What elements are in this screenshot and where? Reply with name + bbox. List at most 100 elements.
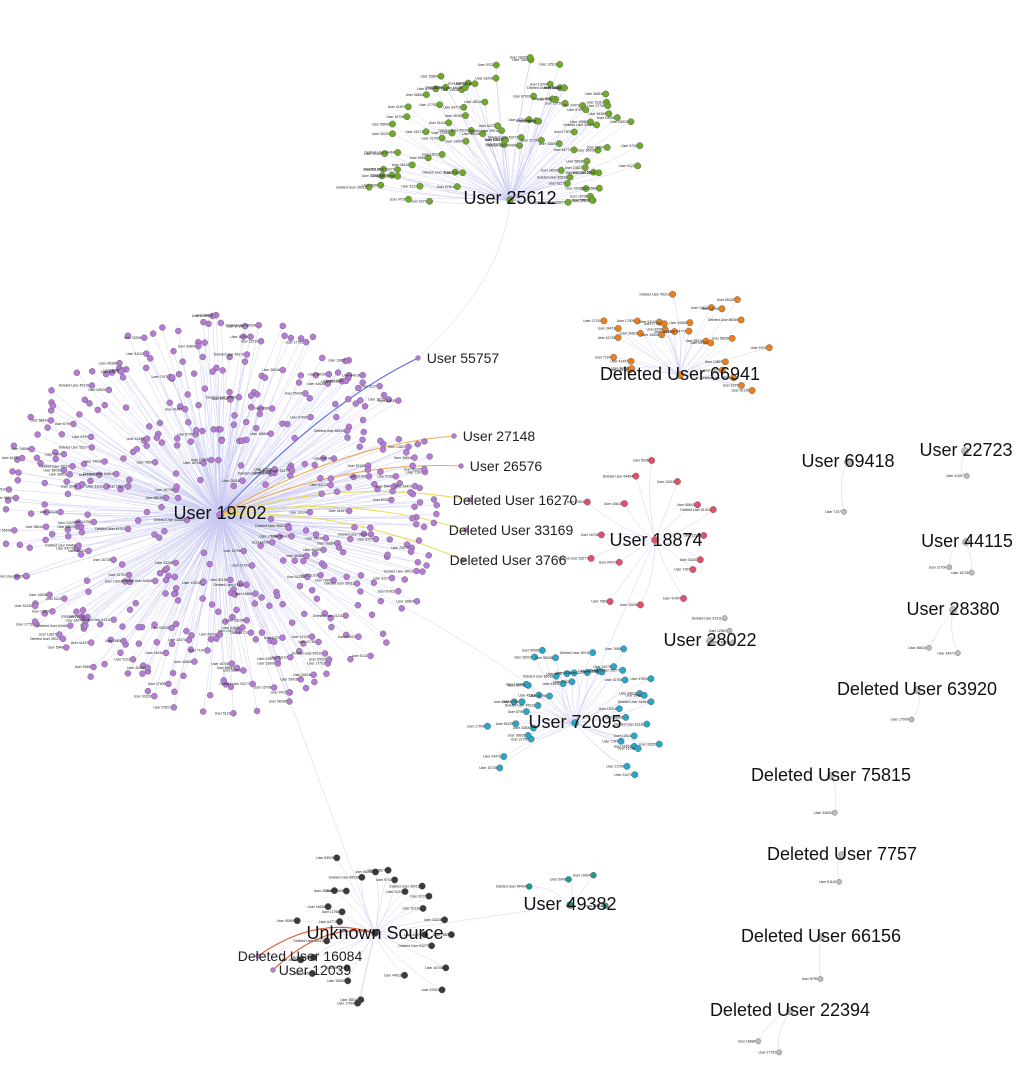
leaf-node[interactable] bbox=[426, 453, 433, 460]
leaf-node[interactable] bbox=[394, 172, 401, 180]
leaf-node[interactable] bbox=[413, 567, 420, 575]
leaf-node[interactable] bbox=[355, 384, 362, 392]
leaf-node[interactable] bbox=[288, 532, 295, 540]
leaf-node[interactable] bbox=[518, 698, 526, 706]
leaf-node[interactable] bbox=[261, 374, 269, 381]
leaf-node[interactable] bbox=[755, 1038, 762, 1045]
leaf-node[interactable] bbox=[73, 369, 81, 376]
leaf-node[interactable] bbox=[368, 611, 376, 618]
leaf-node[interactable] bbox=[380, 165, 387, 173]
leaf-node[interactable] bbox=[359, 371, 366, 379]
leaf-node[interactable] bbox=[492, 61, 500, 69]
leaf-node[interactable] bbox=[168, 640, 176, 648]
leaf-node[interactable] bbox=[394, 149, 402, 156]
leaf-node[interactable] bbox=[233, 664, 241, 672]
leaf-node[interactable] bbox=[534, 702, 542, 709]
leaf-node[interactable] bbox=[523, 708, 530, 715]
leaf-node[interactable] bbox=[817, 976, 824, 982]
hub-node-deleted-user-63920[interactable] bbox=[913, 686, 921, 694]
leaf-node[interactable] bbox=[4, 497, 12, 504]
leaf-node[interactable] bbox=[14, 477, 21, 484]
leaf-node[interactable] bbox=[87, 477, 94, 485]
leaf-node[interactable] bbox=[227, 396, 234, 403]
leaf-node[interactable] bbox=[409, 462, 416, 470]
leaf-node[interactable] bbox=[430, 519, 437, 527]
leaf-node[interactable] bbox=[208, 456, 215, 464]
leaf-node[interactable] bbox=[44, 424, 51, 431]
leaf-node[interactable] bbox=[143, 435, 151, 442]
leaf-node[interactable] bbox=[102, 370, 110, 378]
hub-node-user-18874[interactable] bbox=[651, 536, 659, 544]
leaf-node[interactable] bbox=[587, 118, 595, 126]
leaf-node[interactable] bbox=[297, 956, 305, 964]
leaf-node[interactable] bbox=[718, 366, 726, 374]
leaf-node[interactable] bbox=[279, 322, 286, 330]
leaf-node[interactable] bbox=[173, 442, 181, 449]
leaf-node[interactable] bbox=[394, 166, 401, 173]
leaf-node[interactable] bbox=[241, 322, 249, 330]
leaf-node[interactable] bbox=[78, 529, 86, 536]
leaf-node[interactable] bbox=[81, 396, 88, 403]
leaf-node[interactable] bbox=[87, 433, 95, 441]
leaf-node[interactable] bbox=[249, 680, 256, 688]
leaf-node[interactable] bbox=[602, 902, 609, 909]
leaf-node[interactable] bbox=[237, 462, 245, 469]
leaf-node[interactable] bbox=[162, 494, 170, 501]
leaf-node[interactable] bbox=[126, 578, 134, 585]
leaf-node[interactable] bbox=[153, 434, 161, 441]
leaf-node[interactable] bbox=[494, 122, 501, 130]
leaf-node[interactable] bbox=[330, 577, 337, 584]
leaf-node[interactable] bbox=[307, 413, 314, 421]
leaf-node[interactable] bbox=[721, 615, 728, 621]
leaf-node[interactable] bbox=[247, 629, 255, 636]
leaf-node[interactable] bbox=[583, 669, 591, 676]
leaf-node[interactable] bbox=[252, 590, 259, 597]
leaf-node[interactable] bbox=[256, 410, 263, 418]
leaf-node[interactable] bbox=[408, 161, 416, 169]
leaf-node[interactable] bbox=[213, 635, 220, 642]
leaf-node[interactable] bbox=[41, 501, 48, 508]
leaf-node[interactable] bbox=[606, 598, 614, 605]
leaf-node[interactable] bbox=[239, 477, 246, 484]
leaf-node[interactable] bbox=[342, 612, 349, 619]
leaf-node[interactable] bbox=[634, 162, 642, 170]
leaf-node[interactable] bbox=[613, 114, 621, 121]
leaf-node[interactable] bbox=[401, 971, 408, 979]
leaf-node[interactable] bbox=[357, 397, 364, 404]
leaf-node[interactable] bbox=[433, 510, 440, 518]
leaf-node[interactable] bbox=[453, 183, 461, 191]
leaf-node[interactable] bbox=[86, 400, 93, 407]
leaf-node[interactable] bbox=[31, 602, 39, 610]
leaf-node[interactable] bbox=[623, 762, 631, 770]
leaf-node[interactable] bbox=[352, 400, 359, 407]
leaf-node[interactable] bbox=[432, 85, 440, 93]
leaf-node[interactable] bbox=[2, 540, 10, 547]
leaf-node[interactable] bbox=[423, 562, 430, 569]
leaf-node[interactable] bbox=[52, 455, 60, 463]
leaf-node[interactable] bbox=[209, 312, 216, 320]
leaf-node[interactable] bbox=[80, 460, 88, 468]
leaf-node[interactable] bbox=[409, 515, 416, 522]
leaf-node[interactable] bbox=[538, 646, 546, 654]
leaf-node[interactable] bbox=[594, 146, 602, 154]
leaf-node[interactable] bbox=[525, 116, 533, 123]
leaf-node[interactable] bbox=[392, 473, 400, 480]
leaf-node[interactable] bbox=[648, 457, 656, 464]
leaf-node[interactable] bbox=[257, 405, 264, 412]
leaf-node[interactable] bbox=[73, 608, 80, 615]
leaf-node[interactable] bbox=[360, 530, 367, 538]
leaf-node[interactable] bbox=[416, 182, 424, 190]
leaf-node[interactable] bbox=[338, 908, 346, 916]
leaf-node[interactable] bbox=[395, 436, 402, 443]
leaf-node[interactable] bbox=[565, 876, 572, 883]
leaf-node[interactable] bbox=[643, 720, 651, 728]
leaf-node[interactable] bbox=[836, 879, 842, 885]
leaf-node[interactable] bbox=[165, 680, 172, 688]
leaf-node[interactable] bbox=[619, 666, 627, 674]
leaf-node[interactable] bbox=[190, 370, 198, 377]
leaf-node[interactable] bbox=[615, 558, 623, 566]
leaf-node[interactable] bbox=[173, 483, 180, 490]
leaf-node[interactable] bbox=[171, 573, 179, 581]
leaf-node[interactable] bbox=[310, 671, 317, 679]
leaf-node[interactable] bbox=[85, 588, 92, 595]
